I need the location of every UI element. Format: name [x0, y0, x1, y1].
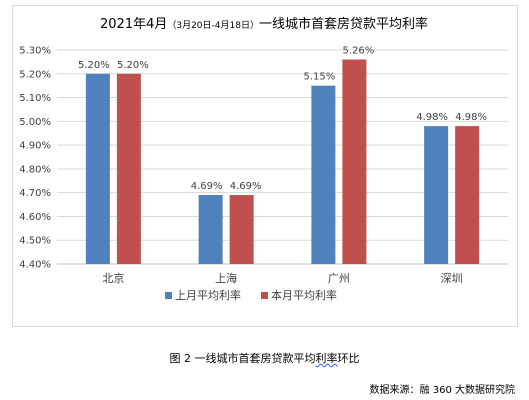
bar-this-month — [455, 126, 480, 264]
title-main: 2021年4月 — [100, 17, 167, 32]
data-label: 4.98% — [455, 112, 487, 123]
y-tick-label: 4.90% — [19, 141, 51, 152]
data-label: 4.69% — [191, 181, 223, 192]
chart-title: 2021年4月（3月20日-4月18日）一线城市首套房贷款平均利率 — [100, 16, 428, 32]
y-tick-label: 4.70% — [19, 188, 51, 199]
y-tick-label: 5.30% — [19, 46, 51, 57]
bar-last-month — [85, 73, 110, 265]
caption-squiggle: 利率 — [315, 352, 338, 365]
y-tick-label: 4.80% — [19, 164, 51, 175]
x-tick-label: 上海 — [215, 271, 237, 285]
data-label: 5.20% — [78, 60, 110, 71]
data-label: 5.20% — [117, 60, 149, 71]
x-tick-label: 广州 — [328, 272, 350, 285]
bar-last-month — [311, 85, 336, 265]
y-tick-label: 5.20% — [19, 69, 51, 80]
bar-this-month — [116, 73, 141, 265]
bar-this-month — [229, 195, 254, 264]
data-label: 4.69% — [230, 181, 262, 192]
bar-last-month — [198, 195, 223, 264]
data-label: 5.15% — [303, 72, 335, 83]
caption-suffix: 环比 — [337, 352, 360, 365]
y-tick-label: 4.40% — [19, 260, 51, 271]
legend-label: 上月平均利率 — [175, 288, 241, 302]
title-range: （3月20日-4月18日） — [167, 20, 259, 31]
data-label: 5.26% — [342, 46, 374, 57]
data-label: 4.98% — [416, 112, 448, 123]
y-tick-label: 4.60% — [19, 212, 51, 223]
legend-swatch-this-month — [261, 292, 268, 299]
y-tick-label: 4.50% — [19, 236, 51, 247]
figure-caption: 图 2 一线城市首套房贷款平均利率环比 — [0, 350, 529, 366]
caption-prefix: 图 2 一线城市首套房贷款平均 — [169, 352, 316, 365]
y-tick-label: 5.10% — [19, 93, 51, 104]
data-source: 数据来源：融 360 大数据研究院 — [369, 385, 515, 396]
legend-swatch-last-month — [165, 292, 172, 299]
bar-last-month — [424, 126, 449, 264]
title-rest: 一线城市首套房贷款平均利率 — [259, 16, 428, 32]
bar-this-month — [342, 59, 367, 265]
x-tick-label: 深圳 — [441, 272, 463, 285]
x-tick-label: 北京 — [102, 271, 124, 285]
y-tick-label: 5.00% — [19, 117, 51, 128]
legend-label: 本月平均利率 — [271, 288, 337, 302]
